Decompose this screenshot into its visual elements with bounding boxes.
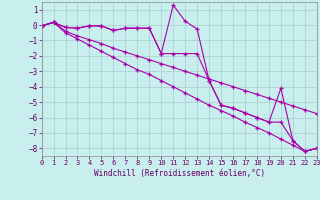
X-axis label: Windchill (Refroidissement éolien,°C): Windchill (Refroidissement éolien,°C) — [94, 169, 265, 178]
